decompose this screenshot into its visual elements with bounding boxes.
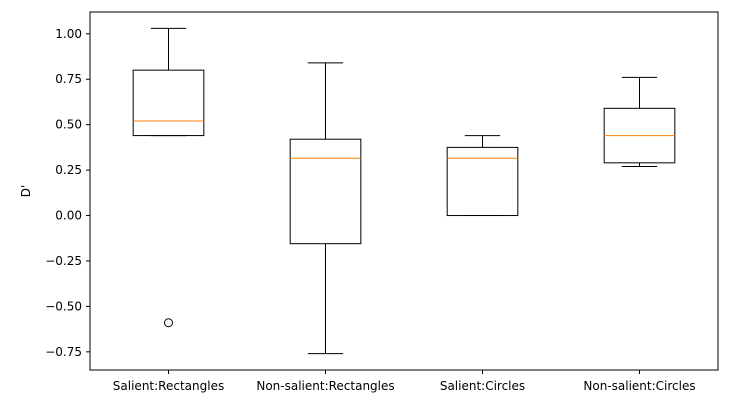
y-tick-label: 0.75 bbox=[55, 72, 82, 86]
x-tick-label: Non-salient:Circles bbox=[583, 379, 695, 393]
box-group bbox=[289, 62, 362, 355]
y-tick-label: 1.00 bbox=[55, 27, 82, 41]
y-tick-label: 0.50 bbox=[55, 118, 82, 132]
x-tick-label: Salient:Rectangles bbox=[113, 379, 224, 393]
box-series bbox=[132, 27, 676, 355]
y-axis: 1.00 0.75 0.50 0.25 0.00 −0.25 −0.50 −0.75 bbox=[45, 27, 90, 359]
box-group bbox=[603, 76, 676, 167]
y-tick-label: 0.25 bbox=[55, 163, 82, 177]
y-tick-label: −0.25 bbox=[45, 254, 82, 268]
box-group bbox=[132, 27, 205, 328]
x-tick-label: Non-salient:Rectangles bbox=[256, 379, 394, 393]
y-axis-label: D' bbox=[19, 185, 33, 198]
box-iqr bbox=[446, 146, 519, 217]
y-tick-label: 0.00 bbox=[55, 209, 82, 223]
x-tick-label: Salient:Circles bbox=[440, 379, 525, 393]
y-tick-label: −0.50 bbox=[45, 299, 82, 313]
outlier-point bbox=[164, 318, 173, 328]
box-iqr bbox=[289, 138, 362, 245]
y-tick-label: −0.75 bbox=[45, 345, 82, 359]
plot-area bbox=[89, 11, 719, 371]
x-axis: Salient:Rectangles Non-salient:Rectangles… bbox=[113, 370, 696, 393]
box-iqr bbox=[132, 69, 205, 137]
box-group bbox=[446, 135, 519, 217]
